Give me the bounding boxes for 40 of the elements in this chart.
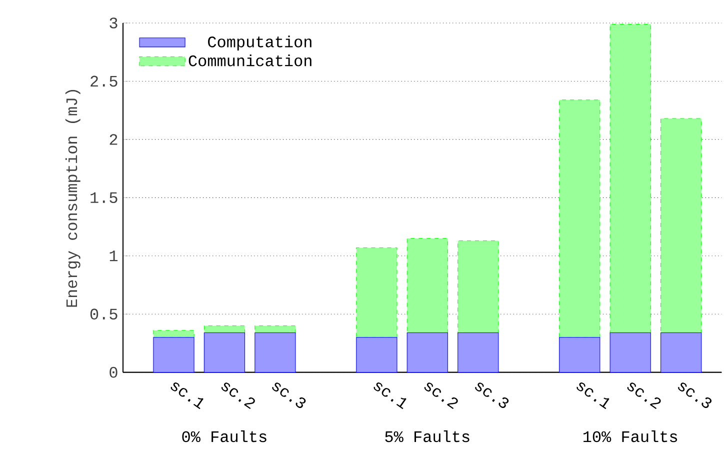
bar [204,325,246,334]
y-tick-label: 2 [110,134,118,145]
y-tick-label: 3 [110,18,118,28]
x-tick-label: sc.3 [475,382,509,408]
bar [458,332,499,373]
bar [660,332,702,373]
bar [559,100,600,338]
y-tick-label: 0 [110,366,118,378]
legend-label: Computation [208,36,312,51]
text: 5% Faults [385,430,470,442]
bar [610,332,651,373]
bar [458,240,499,334]
bar [660,118,702,334]
x-tick-label: sc.3 [678,382,712,408]
bar [356,247,398,338]
bar [153,337,194,373]
y-tick-label: 0.5 [90,308,118,320]
bar [153,330,194,338]
y-tick-label: 2.5 [90,76,118,87]
bar [610,24,651,334]
bar [356,337,398,373]
x-tick-label: sc.2 [221,382,255,410]
y-tick-label: 1.5 [90,192,118,204]
bar [406,238,448,334]
x-tick-label: sc.1 [170,382,204,410]
bar [204,332,246,373]
x-tick-label: sc.2 [424,382,458,410]
text: 0% Faults [182,430,266,442]
x-tick-label: sc.2 [627,382,661,410]
x-tick-label: sc.1 [374,382,406,410]
bar [406,332,448,373]
bar [254,325,296,334]
x-tick-label: sc.3 [272,382,306,408]
y-tick-label: 1 [110,250,118,262]
y-axis-title: Energy consumption (mJ) [65,90,80,307]
bar [559,337,600,373]
bar [254,332,296,373]
text: 10% Faults [583,430,678,442]
x-tick-label: sc.1 [576,382,610,410]
legend-label: Communication [188,54,312,66]
